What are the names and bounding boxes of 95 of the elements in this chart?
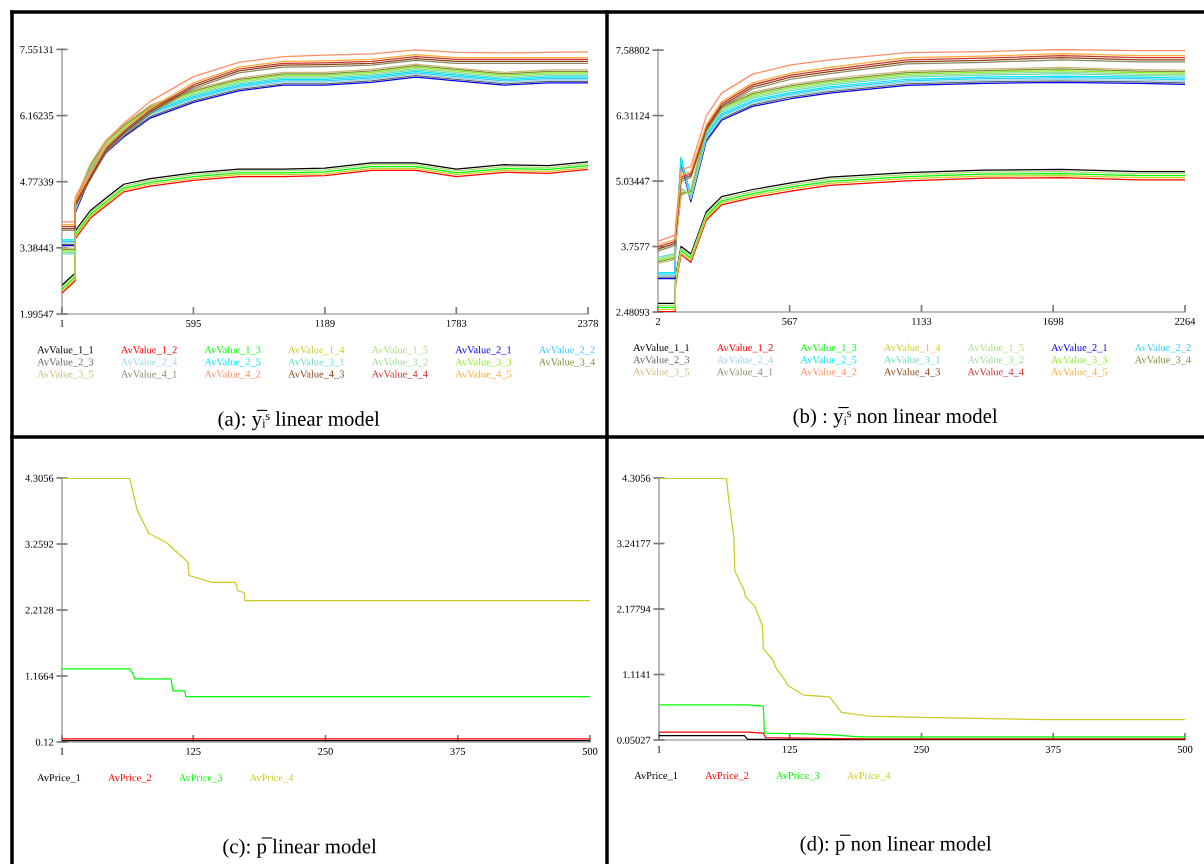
text: (d): p̅ non linear model — [800, 834, 992, 855]
text: AvPrice_2 — [108, 774, 152, 783]
x-tick-label: 375 — [450, 747, 466, 755]
y-tick-label: 3.38443 — [20, 244, 54, 252]
x-tick-label: 500 — [582, 747, 598, 755]
x-tick-label: 125 — [782, 745, 798, 753]
text: AvPrice_1 — [37, 774, 81, 783]
x-tick-label: 1 — [60, 747, 64, 755]
text: AvValue_2_3 — [633, 355, 690, 365]
y-tick-label: 1.1141 — [623, 671, 651, 679]
text: AvValue_2_5 — [800, 355, 857, 365]
x-tick-label: 2378 — [578, 319, 599, 327]
text: AvValue_1_5 — [371, 345, 428, 355]
text: AvValue_3_1 — [288, 358, 344, 367]
text: AvValue_4_4 — [967, 368, 1024, 377]
y-tick-label: 1.1664 — [25, 672, 54, 680]
y-tick-label: 2.48093 — [616, 308, 650, 316]
line-series — [659, 478, 1185, 721]
y-tick-label: 2.17794 — [617, 605, 651, 613]
text: (c): p̅ linear model — [223, 837, 377, 858]
x-tick-label: 567 — [782, 317, 798, 325]
x-tick-label: 1133 — [912, 317, 932, 325]
text: AvValue_1_3 — [204, 345, 261, 355]
text: AvValue_4_3 — [288, 370, 345, 379]
text: AvValue_2_3 — [37, 358, 94, 367]
x-tick-label: 500 — [1177, 745, 1193, 753]
text: AvPrice_2 — [705, 772, 749, 781]
text: AvValue_1_2 — [120, 345, 177, 355]
x-tick-label: 125 — [186, 747, 201, 755]
y-tick-label: 7.58802 — [616, 46, 650, 54]
text: AvValue_2_2 — [538, 345, 595, 355]
y-tick-label: 3.2592 — [25, 540, 54, 548]
text: (a): y̅ᵢˢ linear model — [218, 409, 380, 431]
text: AvPrice_3 — [776, 772, 820, 781]
y-tick-label: 3.7577 — [621, 243, 650, 251]
text: AvValue_3_4 — [1134, 355, 1192, 365]
y-tick-label: 0.12 — [35, 738, 54, 746]
text: AvValue_2_2 — [1134, 343, 1191, 353]
text: AvValue_4_5 — [455, 370, 512, 379]
text: AvValue_3_3 — [1051, 355, 1108, 365]
text: AvValue_3_2 — [967, 355, 1024, 365]
text: AvValue_4_5 — [1051, 368, 1108, 377]
y-tick-label: 4.77339 — [20, 178, 54, 186]
line-series — [62, 668, 590, 698]
x-tick-label: 250 — [318, 747, 333, 755]
text: AvValue_2_1 — [1051, 343, 1107, 353]
x-tick-label: 1698 — [1043, 317, 1064, 325]
x-tick-label: 375 — [1045, 745, 1061, 753]
y-tick-label: 6.31124 — [616, 112, 650, 120]
y-tick-label: 3.24177 — [617, 540, 651, 548]
text: AvValue_4_4 — [371, 370, 428, 379]
x-tick-label: 1783 — [446, 319, 467, 327]
text: AvValue_4_2 — [204, 370, 261, 379]
text: AvValue_1_4 — [884, 343, 941, 353]
text: AvValue_3_4 — [538, 358, 596, 367]
x-tick-label: 1 — [657, 745, 661, 753]
text: AvPrice_1 — [634, 772, 678, 781]
text: (b) : y̅ᵢˢ non linear model — [793, 407, 998, 428]
text: AvValue_3_1 — [884, 355, 940, 365]
text: AvValue_4_1 — [120, 370, 177, 379]
text: AvValue_3_2 — [371, 358, 428, 367]
x-tick-label: 1189 — [315, 319, 335, 327]
text: AvPrice_4 — [249, 774, 294, 783]
text: AvValue_1_5 — [967, 343, 1024, 353]
text: AvValue_2_4 — [120, 358, 178, 367]
y-tick-label: 1.99547 — [20, 310, 54, 318]
x-tick-label: 595 — [186, 319, 201, 327]
y-tick-label: 4.3056 — [25, 474, 54, 482]
text: AvValue_3_5 — [633, 368, 690, 377]
text: AvValue_4_2 — [800, 368, 857, 377]
x-tick-label: 2 — [655, 317, 661, 325]
x-tick-label: 1 — [60, 319, 64, 327]
text: AvValue_1_1 — [37, 345, 94, 355]
text: AvValue_1_3 — [800, 343, 857, 353]
text: AvValue_2_4 — [716, 355, 774, 365]
x-tick-label: 250 — [914, 745, 929, 753]
text: AvPrice_3 — [178, 774, 223, 783]
text: AvValue_3_3 — [455, 358, 512, 367]
text: AvValue_1_2 — [716, 343, 773, 353]
y-tick-label: 2.2128 — [25, 606, 54, 614]
text: AvPrice_4 — [846, 772, 891, 781]
y-tick-label: 5.03447 — [616, 177, 650, 185]
text: AvValue_4_3 — [884, 368, 940, 377]
text: AvValue_4_1 — [716, 368, 773, 377]
x-tick-label: 2264 — [1175, 317, 1196, 325]
text: AvValue_3_5 — [37, 370, 94, 379]
text: AvValue_2_1 — [455, 345, 512, 355]
text: AvValue_2_5 — [204, 358, 261, 367]
y-tick-label: 4.3056 — [622, 474, 651, 482]
line-series — [62, 478, 590, 602]
text: AvValue_1_4 — [288, 345, 345, 355]
text: AvValue_1_1 — [633, 343, 689, 353]
y-tick-label: 7.55131 — [20, 46, 54, 54]
y-tick-label: 0.05027 — [617, 736, 651, 744]
y-tick-label: 6.16235 — [20, 112, 54, 120]
